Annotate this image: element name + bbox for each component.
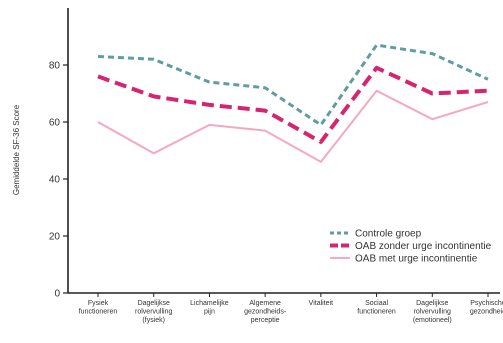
x-category-label: Fysiek functioneren [79, 300, 118, 316]
legend-label: OAB zonder urge incontinentie [355, 241, 492, 252]
y-tick-label: 40 [49, 175, 61, 186]
x-category-label: Dagelijkse rolvervulling (fysiek) [135, 300, 172, 324]
series-line-3 [97, 89, 489, 163]
x-category-label: Vitaliteit [309, 300, 333, 307]
x-category-label: Dagelijkse rolvervulling (emotioneel) [413, 300, 452, 324]
x-category-label: Algemene gezondheids-perceptie [244, 300, 287, 324]
y-tick-label: 60 [49, 118, 61, 129]
legend-label: OAB met urge incontinentie [355, 254, 478, 265]
y-tick-label: 0 [54, 289, 60, 300]
y-axis-label: Gemiddelde SF-36 Score [12, 104, 21, 195]
y-tick-label: 80 [49, 61, 61, 72]
y-tick-label: 20 [49, 232, 61, 243]
series-line-1 [97, 43, 489, 127]
legend-label: Controle groep [355, 229, 422, 240]
axes: 0 20 40 60 80 Fysiek functioneren Dagelijkse rol… [49, 8, 503, 324]
x-category-label: Sociaal functioneren [357, 300, 396, 316]
x-category-label: Psychische gezondheid [470, 300, 503, 316]
series-line-2 [97, 65, 489, 144]
series-group [97, 43, 489, 163]
x-category-label: Lichamelijke pijn [190, 300, 229, 316]
y-axis-label-group: Gemiddelde SF-36 Score [12, 104, 21, 195]
